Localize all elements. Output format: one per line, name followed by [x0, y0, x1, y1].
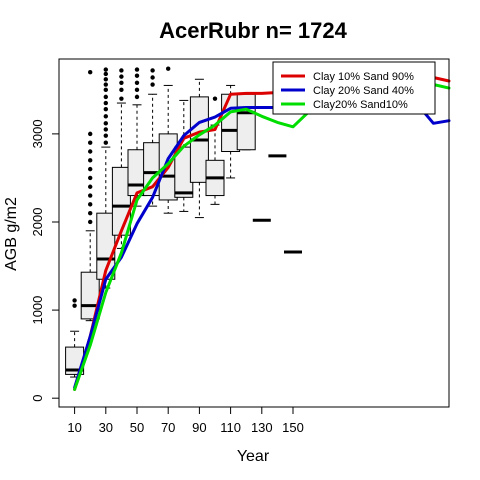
- outlier-point: [88, 184, 93, 189]
- outlier-point: [88, 131, 93, 137]
- outlier-point: [166, 66, 171, 71]
- outlier-point: [103, 127, 109, 132]
- outlier-point: [88, 210, 93, 216]
- outlier-point: [119, 96, 124, 101]
- outlier-point: [150, 75, 155, 80]
- x-tick-label: 10: [67, 420, 81, 435]
- x-tick-label: 130: [251, 420, 273, 435]
- legend-label: Clay 10% Sand 90%: [313, 71, 414, 83]
- outlier-point: [119, 80, 124, 85]
- outlier-point: [134, 94, 140, 100]
- outlier-point: [150, 82, 155, 87]
- outlier-point: [88, 158, 93, 163]
- outlier-point: [212, 96, 218, 101]
- outlier-point: [103, 87, 109, 93]
- x-tick-label: 90: [192, 420, 206, 435]
- outlier-point: [103, 100, 109, 106]
- outlier-point: [119, 87, 124, 93]
- outlier-point: [88, 202, 93, 207]
- y-axis: 0 1000 2000 3000: [30, 119, 60, 402]
- y-tick-label: 0: [30, 395, 45, 402]
- outlier-point: [88, 219, 93, 225]
- x-tick-label: 30: [99, 420, 113, 435]
- chart-title: AcerRubr n= 1724: [159, 18, 347, 43]
- outlier-point: [103, 107, 109, 112]
- outlier-point: [103, 121, 109, 126]
- outlier-point: [103, 67, 109, 72]
- outlier-point: [103, 82, 109, 87]
- outlier-point: [103, 71, 109, 77]
- outlier-point: [134, 87, 140, 93]
- outlier-point: [150, 68, 155, 73]
- outlier-point: [88, 175, 93, 181]
- outlier-point: [103, 114, 109, 119]
- x-tick-label: 70: [161, 420, 175, 435]
- y-axis-label: AGB g/m2: [3, 197, 20, 271]
- outlier-point: [88, 166, 93, 172]
- x-tick-label: 110: [220, 420, 241, 435]
- y-tick-label: 2000: [30, 208, 45, 237]
- outlier-point: [119, 68, 124, 73]
- boxplot-group: [65, 66, 302, 378]
- outlier-point: [119, 74, 124, 79]
- x-tick-label: 50: [130, 420, 144, 435]
- outlier-point: [103, 133, 109, 138]
- outlier-point: [88, 149, 93, 154]
- outlier-point: [134, 67, 140, 72]
- outlier-point: [88, 70, 93, 75]
- x-axis-label: Year: [237, 448, 270, 465]
- box-iqr: [236, 93, 256, 151]
- outlier-point: [88, 140, 93, 145]
- outlier-point: [103, 77, 109, 82]
- series-line: [73, 98, 451, 390]
- legend-label: Clay20% Sand10%: [313, 99, 408, 111]
- outlier-point: [88, 193, 93, 198]
- legend: Clay 10% Sand 90% Clay 20% Sand 40% Clay20…: [272, 61, 436, 115]
- y-tick-label: 3000: [30, 119, 45, 148]
- outlier-point: [134, 80, 140, 85]
- outlier-point: [103, 94, 109, 100]
- x-tick-label: 150: [282, 420, 304, 435]
- legend-label: Clay 20% Sand 40%: [313, 85, 414, 97]
- x-axis: 10 30 50 70 90 110 130 150: [67, 406, 304, 435]
- y-tick-label: 1000: [30, 296, 45, 325]
- outlier-point: [134, 73, 140, 78]
- outlier-point: [72, 298, 77, 303]
- outlier-point: [103, 140, 109, 145]
- outlier-point: [72, 303, 77, 308]
